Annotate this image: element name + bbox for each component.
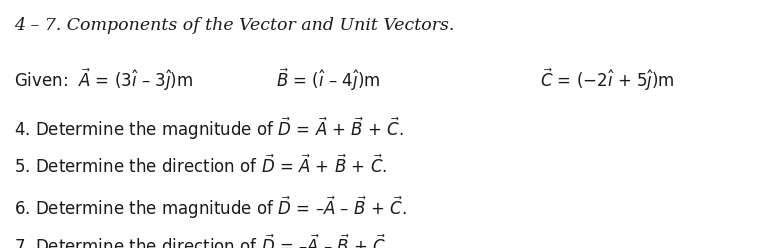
Text: Given:  $\vec{A}$ = (3$\hat{\imath}$ – 3$\hat{\jmath}$)m: Given: $\vec{A}$ = (3$\hat{\imath}$ – 3$… xyxy=(14,67,193,93)
Text: $\vec{B}$ = ($\hat{\imath}$ – 4$\hat{\jmath}$)m: $\vec{B}$ = ($\hat{\imath}$ – 4$\hat{\jm… xyxy=(276,67,380,93)
Text: 5. Determine the direction of $\vec{D}$ = $\vec{A}$ + $\vec{B}$ + $\vec{C}$.: 5. Determine the direction of $\vec{D}$ … xyxy=(14,155,387,178)
Text: 4. Determine the magnitude of $\vec{D}$ = $\vec{A}$ + $\vec{B}$ + $\vec{C}$.: 4. Determine the magnitude of $\vec{D}$ … xyxy=(14,115,404,142)
Text: 7. Determine the direction of $\vec{D}$ = –$\vec{A}$ – $\vec{B}$ + $\vec{C}$.: 7. Determine the direction of $\vec{D}$ … xyxy=(14,234,390,248)
Text: $\vec{C}$ = (−2$\hat{\imath}$ + 5$\hat{\jmath}$)m: $\vec{C}$ = (−2$\hat{\imath}$ + 5$\hat{\… xyxy=(540,67,674,93)
Text: 4 – 7. Components of the Vector and Unit Vectors.: 4 – 7. Components of the Vector and Unit… xyxy=(14,17,455,34)
Text: 6. Determine the magnitude of $\vec{D}$ = –$\vec{A}$ – $\vec{B}$ + $\vec{C}$.: 6. Determine the magnitude of $\vec{D}$ … xyxy=(14,195,406,221)
